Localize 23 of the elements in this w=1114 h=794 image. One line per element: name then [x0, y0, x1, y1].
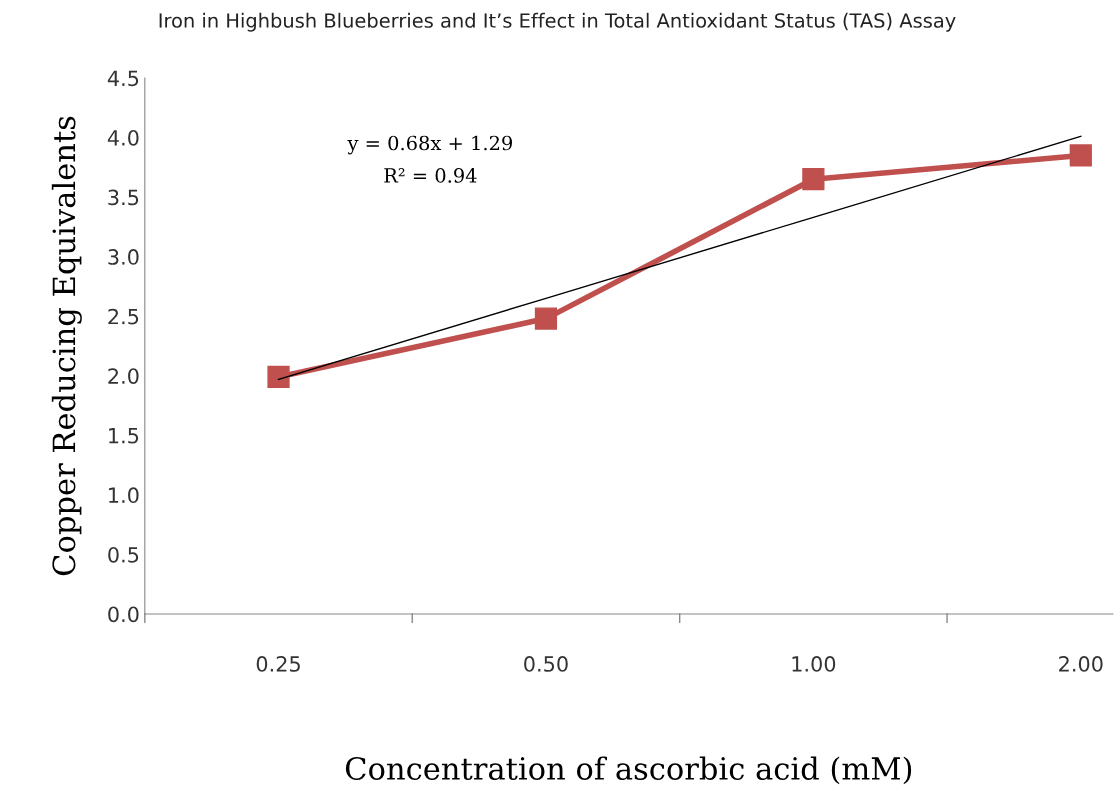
y-tick-label: 4.0: [107, 129, 139, 146]
point: [534, 307, 558, 330]
y-tick-label: 3.0: [108, 249, 139, 265]
x-axis-title: Concentration of ascorbic acid (mM): [345, 756, 912, 785]
x-tick-label: 0.25: [256, 656, 300, 672]
y-tick-label: 1.5: [109, 428, 139, 444]
y-axis-title: Copper Reducing Equivalents: [51, 116, 82, 576]
y-tick-label: 2.5: [108, 308, 139, 325]
point: [267, 365, 290, 389]
x-tick-label: 2.00: [1059, 656, 1103, 672]
y-tick-label: 2.0: [108, 368, 139, 384]
point: [1069, 144, 1092, 167]
y-tick-label: 4.5: [107, 70, 139, 87]
y-tick-label: 1.0: [109, 487, 139, 504]
annotation: y = 0.68x + 1.29: [347, 135, 513, 155]
annotation: R² = 0.94: [384, 168, 477, 183]
y-tick-label: 0.5: [108, 546, 139, 563]
chart-title: Iron in Highbush Blueberries and It’s Effect in Total Antioxidant Status (TAS) Assay: [159, 12, 956, 32]
x-tick-label: 1.00: [792, 656, 836, 672]
point: [802, 168, 825, 191]
y-tick-label: 0.0: [108, 606, 139, 623]
y-tick-label: 3.5: [108, 189, 139, 206]
x-tick-label: 0.50: [524, 656, 568, 672]
